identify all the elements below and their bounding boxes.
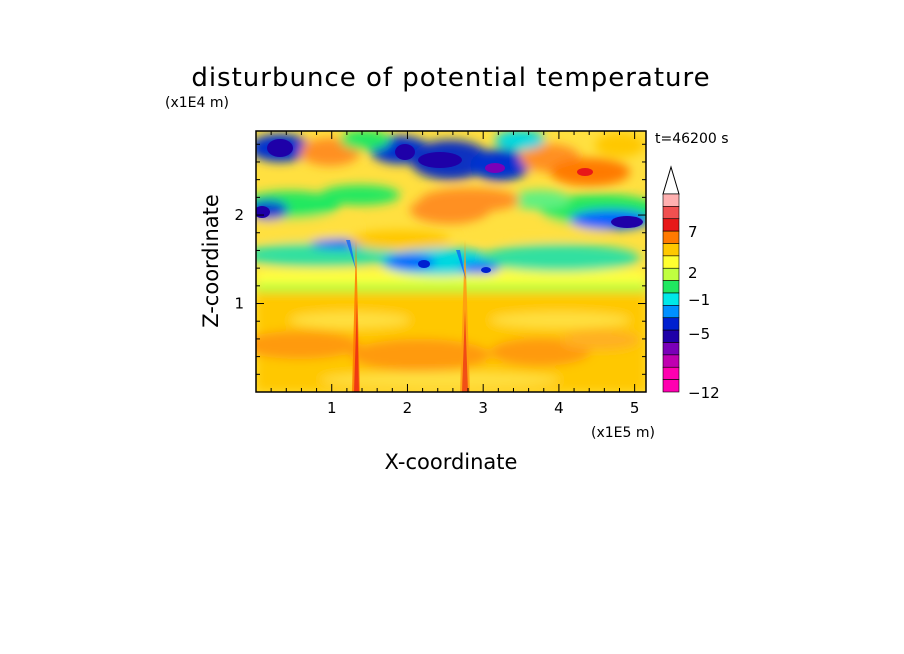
y-unit-label: (x1E4 m) [165,95,229,111]
colorbar-swatch [662,255,680,269]
colorbar-swatch [662,366,680,380]
colorbar-swatch [662,292,680,306]
y-axis-label: Z-coordinate [199,194,223,328]
colorbar-swatch [662,230,680,244]
colorbar-label: 7 [688,223,698,241]
colorbar-swatch [662,305,680,319]
x-tick-label: 4 [554,399,564,417]
colorbar-swatch [662,342,680,356]
plot-frame [255,130,647,393]
x-tick-label: 5 [630,399,640,417]
colorbar-swatch [662,193,680,207]
y-tick-label: 1 [234,295,244,313]
x-axis: 1 2 3 4 5 [270,131,640,417]
y-axis: 12 [234,143,646,375]
colorbar: 7 2 −1 −5 −12 [662,165,720,402]
colorbar-swatch [662,354,680,368]
colorbar-label: −5 [688,325,710,343]
colorbar-label: 2 [688,264,698,282]
colorbar-swatch [662,218,680,232]
x-tick-label: 3 [478,399,488,417]
field-details [256,139,643,392]
heatmap-field [256,131,646,392]
time-label: t=46200 s [655,131,729,147]
colorbar-label: −12 [688,384,720,402]
x-tick-label: 2 [403,399,413,417]
colorbar-arrow [662,165,680,195]
colorbar-swatch [662,317,680,331]
colorbar-swatch [662,267,680,281]
colorbar-swatch [662,329,680,343]
colorbar-swatch [662,280,680,294]
x-tick-label: 1 [327,399,337,417]
colorbar-swatch [662,243,680,257]
colorbar-label: −1 [688,291,710,309]
y-tick-label: 2 [234,206,244,224]
x-unit-label: (x1E5 m) [591,425,655,441]
colorbar-swatch [662,379,680,393]
chart-title: disturbunce of potential temperature [191,63,710,93]
x-axis-label: X-coordinate [385,450,518,474]
field-blobs [256,131,646,392]
colorbar-swatch [662,206,680,220]
